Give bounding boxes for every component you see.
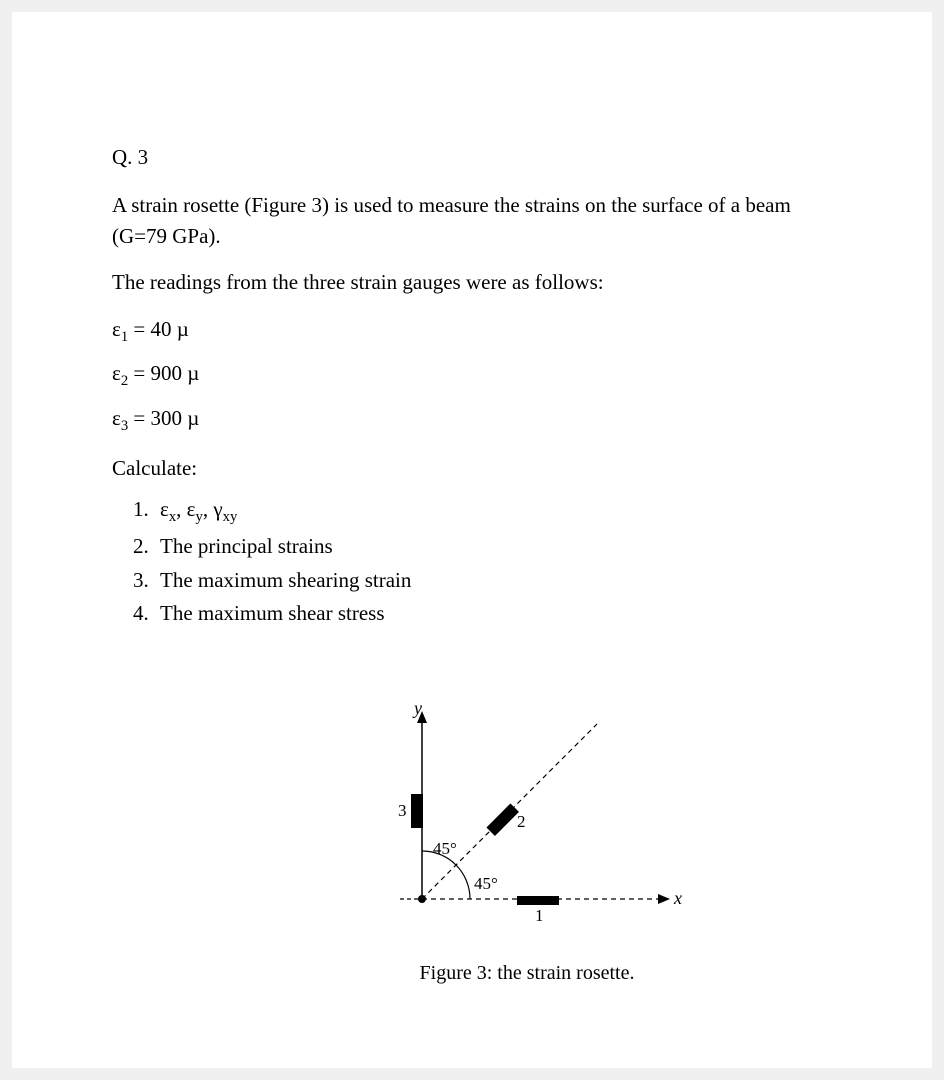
x-axis-arrow bbox=[658, 894, 670, 904]
epsilon-sub: 2 bbox=[121, 373, 128, 389]
angle-label-upper: 45° bbox=[433, 839, 457, 858]
rosette-diagram: y x 45° 45° 1 2 bbox=[362, 699, 692, 949]
epsilon-symbol: ε bbox=[112, 317, 121, 341]
gauge-2 bbox=[486, 803, 519, 836]
calculate-label: Calculate: bbox=[112, 453, 832, 483]
reading-value: 40 µ bbox=[151, 317, 189, 341]
calc-item-1-text: εx, εy, γxy bbox=[160, 497, 237, 521]
calc-item-2: The principal strains bbox=[154, 531, 832, 561]
gauge-3 bbox=[411, 794, 423, 828]
figure-container: y x 45° 45° 1 2 bbox=[222, 699, 832, 988]
reading-value: 300 µ bbox=[151, 406, 200, 430]
calc-item-3: The maximum shearing strain bbox=[154, 565, 832, 595]
reading-block: ε1 = 40 µ ε2 = 900 µ ε3 = 300 µ bbox=[112, 314, 832, 438]
epsilon-symbol: ε bbox=[112, 406, 121, 430]
epsilon-symbol: ε bbox=[112, 361, 121, 385]
y-axis-label: y bbox=[412, 699, 422, 718]
angle-arc-lower bbox=[456, 865, 470, 899]
reading-line-1: ε1 = 40 µ bbox=[112, 314, 832, 349]
intro-paragraph-2: The readings from the three strain gauge… bbox=[112, 267, 832, 297]
epsilon-sub: 1 bbox=[121, 329, 128, 345]
gauge-1-label: 1 bbox=[535, 906, 544, 925]
origin-point bbox=[418, 895, 426, 903]
reading-line-3: ε3 = 300 µ bbox=[112, 403, 832, 438]
reading-line-2: ε2 = 900 µ bbox=[112, 358, 832, 393]
calc-item-4: The maximum shear stress bbox=[154, 598, 832, 628]
x-axis-label: x bbox=[673, 888, 682, 908]
reading-value: 900 µ bbox=[151, 361, 200, 385]
epsilon-sub: 3 bbox=[121, 418, 128, 434]
angle-label-lower: 45° bbox=[474, 874, 498, 893]
calculate-list: εx, εy, γxy The principal strains The ma… bbox=[112, 494, 832, 629]
intro-paragraph-1: A strain rosette (Figure 3) is used to m… bbox=[112, 190, 832, 251]
gauge-2-group bbox=[486, 803, 519, 836]
gauge-3-label: 3 bbox=[398, 801, 407, 820]
calc-item-1: εx, εy, γxy bbox=[154, 494, 832, 529]
figure-caption: Figure 3: the strain rosette. bbox=[420, 959, 635, 988]
question-number: Q. 3 bbox=[112, 142, 832, 172]
page-container: Q. 3 A strain rosette (Figure 3) is used… bbox=[12, 12, 932, 1068]
gauge-1 bbox=[517, 896, 559, 905]
gauge-2-label: 2 bbox=[517, 812, 526, 831]
